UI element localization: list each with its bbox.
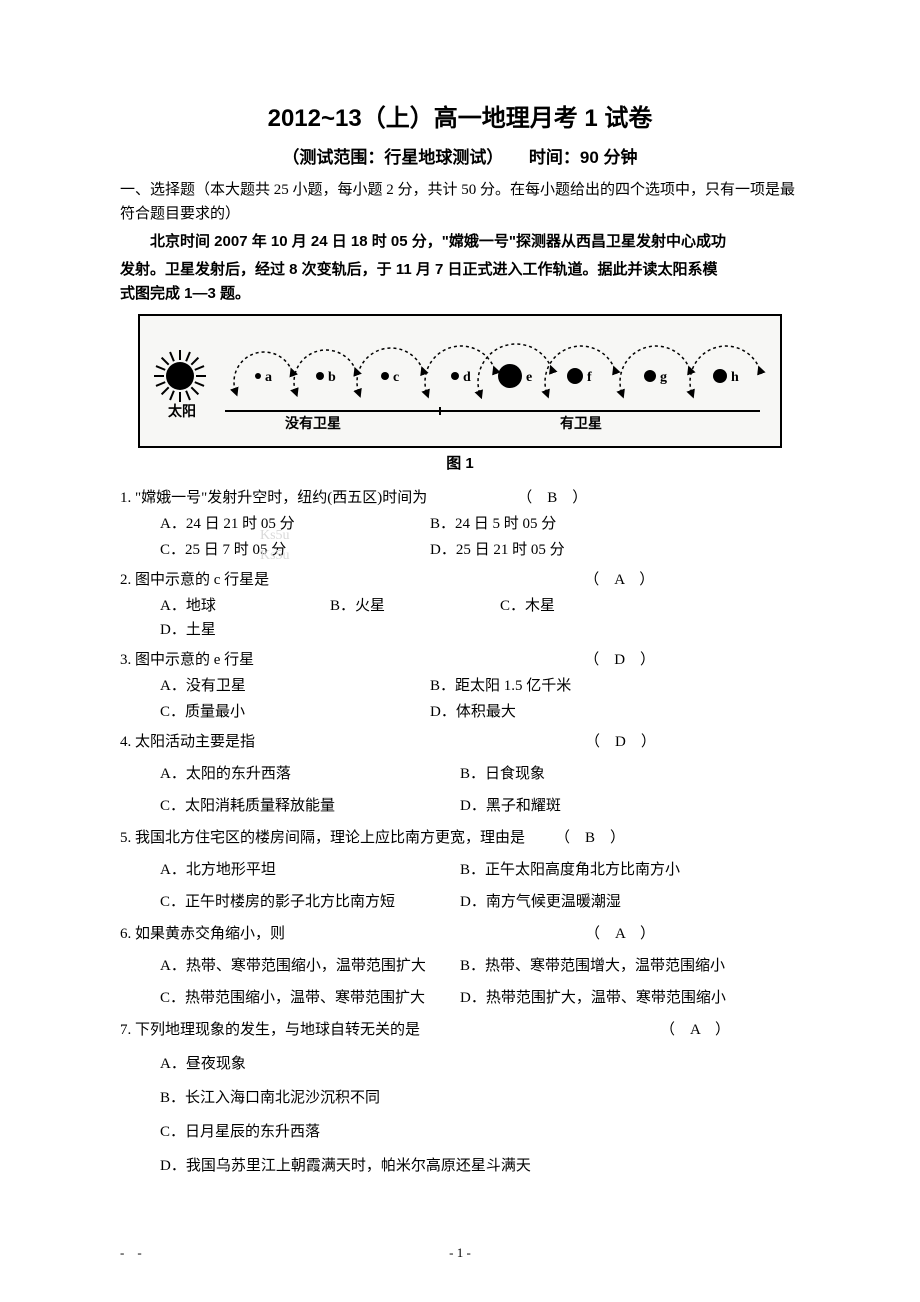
answer-blank: （ A ） [660, 1018, 730, 1042]
question-text: 图中示意的 c 行星是 [135, 572, 269, 588]
figure-caption: 图 1 [120, 452, 800, 476]
answer-blank: （ D ） [584, 648, 655, 672]
answer-blank: （ B ） [555, 826, 625, 850]
passage-line-1: 北京时间 2007 年 10 月 24 日 18 时 05 分，"嫦娥一号"探测… [120, 230, 800, 254]
svg-text:e: e [526, 370, 532, 385]
option: A．太阳的东升西落 [160, 762, 460, 786]
questions-container: 1. "嫦娥一号"发射升空时，纽约(西五区)时间为 （ B ）A．24 日 21… [120, 486, 800, 1178]
section1-intro: 一、选择题（本大题共 25 小题，每小题 2 分，共计 50 分。在每小题给出的… [120, 178, 800, 226]
solar-system-svg: 太阳没有卫星 有卫星 a b c d e f g h [140, 316, 780, 446]
option: C．正午时楼房的影子北方比南方短 [160, 890, 460, 914]
question-spacing [255, 734, 585, 750]
question-spacing [285, 926, 585, 942]
option: A．北方地形平坦 [160, 858, 460, 882]
svg-text:h: h [731, 370, 739, 385]
question: 1. "嫦娥一号"发射升空时，纽约(西五区)时间为 （ B ） [120, 486, 800, 510]
option: D．黑子和耀斑 [460, 794, 760, 818]
question-text: "嫦娥一号"发射升空时，纽约(西五区)时间为 [135, 490, 427, 506]
question-text: 太阳活动主要是指 [135, 734, 255, 750]
question: 6. 如果黄赤交角缩小，则 （ A ） [120, 922, 800, 946]
svg-text:有卫星: 有卫星 [560, 415, 602, 432]
option: A．昼夜现象 [160, 1052, 800, 1076]
question-text: 图中示意的 e 行星 [135, 652, 254, 668]
question-spacing [427, 490, 517, 506]
options-group: A．地球 B．火星 C．木星 D．土星 [160, 594, 800, 642]
solar-system-figure: 太阳没有卫星 有卫星 a b c d e f g h [138, 314, 782, 448]
svg-text:a: a [265, 370, 272, 385]
answer-blank: （ B ） [517, 486, 587, 510]
question-text: 下列地理现象的发生，与地球自转无关的是 [135, 1022, 420, 1038]
answer-blank: （ A ） [584, 568, 654, 592]
svg-text:b: b [328, 370, 336, 385]
question-spacing [254, 652, 584, 668]
option: B．长江入海口南北泥沙沉积不同 [160, 1086, 800, 1110]
option: D．体积最大 [430, 700, 700, 724]
question: 7. 下列地理现象的发生，与地球自转无关的是 （ A ） [120, 1018, 800, 1042]
svg-text:太阳: 太阳 [168, 403, 196, 420]
question-number: 3. [120, 652, 131, 668]
answer-blank: （ D ） [585, 730, 656, 754]
options-group: A．没有卫星B．距太阳 1.5 亿千米C．质量最小D．体积最大 [160, 674, 800, 724]
question: 5. 我国北方住宅区的楼房间隔，理论上应比南方更宽，理由是 （ B ） [120, 826, 800, 850]
question-spacing [525, 830, 555, 846]
question-number: 4. [120, 734, 131, 750]
option: A．地球 [160, 594, 290, 618]
option: B．火星 [330, 594, 460, 618]
options-group: A．昼夜现象 B．长江入海口南北泥沙沉积不同 C．日月星辰的东升西落 D．我国乌苏里江… [160, 1052, 800, 1178]
question-number: 7. [120, 1022, 131, 1038]
options-group: A．24 日 21 时 05 分B．24 日 5 时 05 分C．25 日 7 … [160, 512, 800, 562]
option: A．热带、寒带范围缩小，温带范围扩大 [160, 954, 460, 978]
options-group: A．北方地形平坦B．正午太阳高度角北方比南方小C．正午时楼房的影子北方比南方短D… [160, 858, 800, 914]
option: A．没有卫星 [160, 674, 430, 698]
question: 2. 图中示意的 c 行星是 （ A ） [120, 568, 800, 592]
question-text: 如果黄赤交角缩小，则 [135, 926, 285, 942]
option: C．木星 [500, 594, 630, 618]
option: A．24 日 21 时 05 分 [160, 512, 430, 536]
option: B．距太阳 1.5 亿千米 [430, 674, 700, 698]
option: C．热带范围缩小，温带、寒带范围扩大 [160, 986, 460, 1010]
option: D．南方气候更温暖潮湿 [460, 890, 760, 914]
question-spacing [420, 1022, 660, 1038]
svg-text:d: d [463, 370, 471, 385]
option: C．日月星辰的东升西落 [160, 1120, 800, 1144]
passage-line-2: 发射。卫星发射后，经过 8 次变轨后，于 11 月 7 日正式进入工作轨道。据此… [120, 258, 800, 282]
answer-blank: （ A ） [585, 922, 655, 946]
options-group: A．热带、寒带范围缩小，温带范围扩大B．热带、寒带范围增大，温带范围缩小C．热带… [160, 954, 800, 1010]
option: D．热带范围扩大，温带、寒带范围缩小 [460, 986, 760, 1010]
svg-text:f: f [587, 370, 592, 385]
question: 4. 太阳活动主要是指 （ D ） [120, 730, 800, 754]
exam-page: 2012~13（上）高一地理月考 1 试卷 （测试范围：行星地球测试） 时间：9… [0, 0, 920, 1302]
footer-center: - 1 - [0, 1243, 920, 1264]
option: B．日食现象 [460, 762, 760, 786]
options-group: A．太阳的东升西落B．日食现象C．太阳消耗质量释放能量D．黑子和耀斑 [160, 762, 800, 818]
option: C．质量最小 [160, 700, 430, 724]
question-spacing [269, 572, 584, 588]
exam-title: 2012~13（上）高一地理月考 1 试卷 [120, 100, 800, 138]
option: B．24 日 5 时 05 分 [430, 512, 700, 536]
exam-subtitle: （测试范围：行星地球测试） 时间：90 分钟 [120, 144, 800, 171]
option: B．热带、寒带范围增大，温带范围缩小 [460, 954, 760, 978]
svg-text:g: g [660, 370, 667, 385]
option: D．25 日 21 时 05 分 [430, 538, 700, 562]
question-number: 2. [120, 572, 131, 588]
question-number: 1. [120, 490, 131, 506]
question-number: 6. [120, 926, 131, 942]
question-number: 5. [120, 830, 131, 846]
option: C．太阳消耗质量释放能量 [160, 794, 460, 818]
option: C．25 日 7 时 05 分 [160, 538, 430, 562]
svg-text:没有卫星: 没有卫星 [285, 415, 341, 432]
passage-line-3: 式图完成 1—3 题。 [120, 282, 800, 306]
question: 3. 图中示意的 e 行星 （ D ） [120, 648, 800, 672]
question-text: 我国北方住宅区的楼房间隔，理论上应比南方更宽，理由是 [135, 830, 525, 846]
option: D．土星 [160, 618, 290, 642]
option: D．我国乌苏里江上朝霞满天时，帕米尔高原还星斗满天 [160, 1154, 800, 1178]
svg-text:c: c [393, 370, 399, 385]
option: B．正午太阳高度角北方比南方小 [460, 858, 760, 882]
